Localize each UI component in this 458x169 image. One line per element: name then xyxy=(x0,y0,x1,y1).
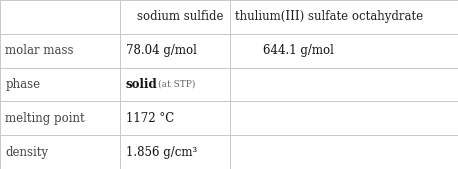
Text: 1.856 g/cm³: 1.856 g/cm³ xyxy=(126,146,197,159)
Text: molar mass: molar mass xyxy=(5,44,74,57)
Text: melting point: melting point xyxy=(5,112,85,125)
Text: density: density xyxy=(5,146,49,159)
Text: 1172 °C: 1172 °C xyxy=(126,112,174,125)
Text: phase: phase xyxy=(5,78,41,91)
Text: solid: solid xyxy=(126,78,158,91)
Text: thulium(III) sulfate octahydrate: thulium(III) sulfate octahydrate xyxy=(235,10,424,23)
Text: 644.1 g/mol: 644.1 g/mol xyxy=(263,44,334,57)
Text: sodium sulfide: sodium sulfide xyxy=(137,10,224,23)
Text: (at STP): (at STP) xyxy=(158,80,196,89)
Text: 78.04 g/mol: 78.04 g/mol xyxy=(126,44,197,57)
